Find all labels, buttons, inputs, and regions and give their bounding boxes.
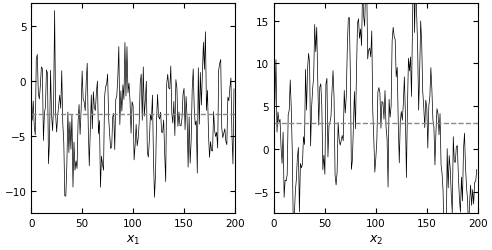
X-axis label: $x_{1}$: $x_{1}$ [126, 232, 140, 245]
X-axis label: $x_{2}$: $x_{2}$ [369, 232, 383, 245]
